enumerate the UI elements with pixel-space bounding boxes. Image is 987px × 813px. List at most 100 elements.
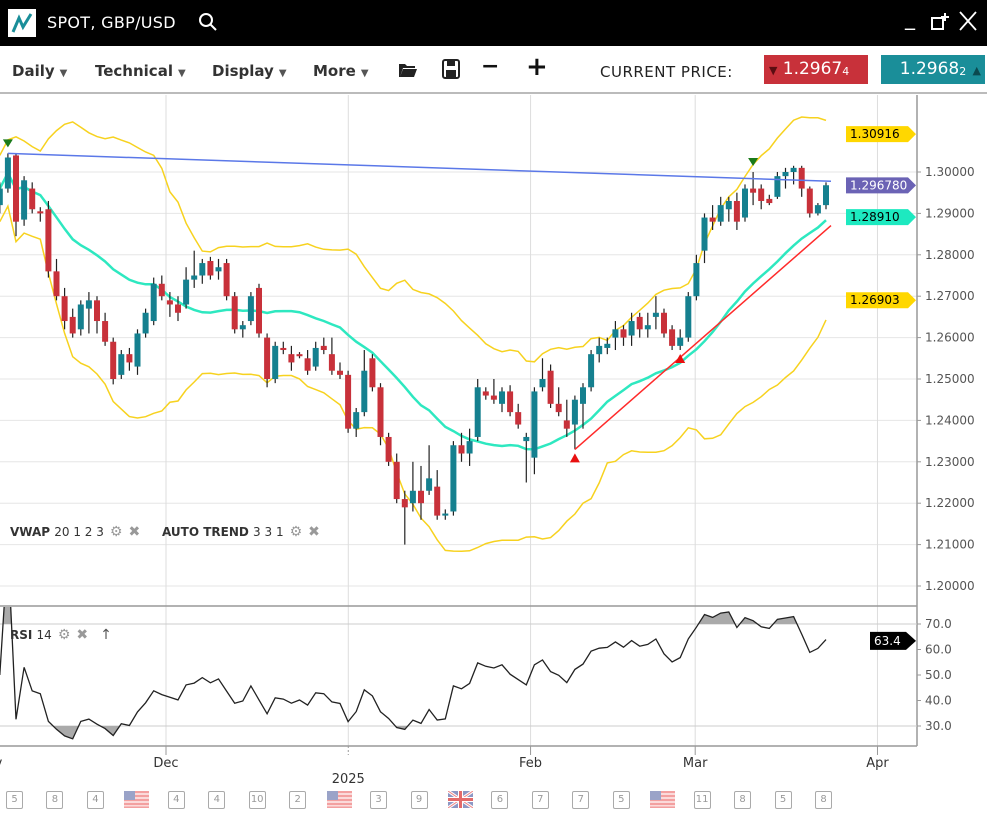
bid-price-button[interactable]: ▼ 1.29674: [764, 55, 868, 84]
calendar-event-icon[interactable]: 8: [734, 791, 752, 809]
ask-price-button[interactable]: ▲ 1.29682: [881, 55, 985, 84]
time-tick-label: Apr: [866, 756, 889, 771]
candle: [733, 192, 740, 230]
candle: [110, 337, 117, 385]
calendar-event-icon[interactable]: 4: [208, 791, 226, 809]
calendar-event-icon[interactable]: 5: [6, 791, 23, 809]
candle: [175, 296, 181, 322]
candle: [661, 308, 667, 338]
close-icon[interactable]: ✖: [128, 524, 141, 540]
save-icon[interactable]: [442, 59, 460, 85]
indicator-params: 14: [36, 628, 52, 642]
candle: [677, 329, 684, 351]
gear-icon[interactable]: ⚙: [289, 524, 303, 540]
candle: [547, 364, 554, 408]
calendar-event-icon[interactable]: 11: [693, 791, 711, 809]
candle-body: [620, 329, 627, 338]
candle: [782, 167, 789, 189]
menu-label: Display: [212, 62, 274, 80]
calendar-event-icon[interactable]: 7: [531, 791, 549, 809]
candle: [604, 337, 611, 355]
more-menu[interactable]: More ▼: [313, 62, 369, 80]
candle: [458, 432, 465, 462]
candle-body: [782, 172, 789, 177]
candle: [490, 379, 497, 404]
calendar-event-icon[interactable]: 3: [370, 791, 388, 809]
arrow-up-icon[interactable]: ↑: [100, 627, 112, 643]
zoom-in-button[interactable]: +: [526, 52, 548, 82]
candle-body: [134, 333, 141, 367]
gear-icon[interactable]: ⚙: [57, 627, 71, 643]
calendar-event-icon[interactable]: 8: [46, 791, 64, 809]
candle: [134, 329, 141, 375]
candle-body: [539, 379, 546, 388]
minimize-icon[interactable]: _: [905, 6, 915, 30]
candle: [669, 325, 676, 351]
candle: [555, 387, 562, 417]
candle-body: [264, 337, 271, 379]
rsi-tick-label: 50.0: [925, 668, 952, 682]
candle: [85, 292, 92, 334]
close-icon[interactable]: ✖: [76, 627, 89, 643]
price-tag-value: 1.28910: [850, 210, 900, 224]
zoom-out-button[interactable]: −: [481, 54, 500, 79]
price-tick-label: 1.20000: [925, 579, 975, 593]
search-icon[interactable]: [198, 12, 218, 37]
price-tag: 1.30916: [846, 126, 916, 143]
candle: [150, 277, 157, 326]
calendar-event-icon[interactable]: 4: [167, 791, 185, 809]
candle: [166, 292, 173, 317]
candle-body: [507, 391, 514, 413]
candle-body: [337, 370, 343, 375]
candle-body: [580, 387, 586, 404]
candle: [337, 362, 343, 379]
us-flag-icon[interactable]: [326, 791, 352, 808]
candle: [247, 292, 254, 326]
candle: [571, 395, 578, 450]
candle: [434, 470, 441, 520]
calendar-event-icon[interactable]: 9: [410, 791, 428, 809]
candle-body: [677, 337, 684, 346]
uk-flag-icon[interactable]: [447, 789, 474, 810]
close-icon[interactable]: [958, 10, 978, 37]
candle-body: [709, 217, 716, 222]
calendar-event-icon[interactable]: 8: [815, 791, 832, 809]
candle: [37, 207, 44, 222]
candle: [418, 465, 424, 520]
candle: [29, 182, 36, 214]
timeframe-menu[interactable]: Daily ▼: [12, 62, 67, 80]
time-tick-label: Dec: [153, 756, 178, 771]
us-flag-icon[interactable]: [124, 791, 150, 808]
candle: [758, 184, 765, 210]
calendar-event-icon[interactable]: 5: [612, 791, 630, 809]
calendar-event-icon[interactable]: 5: [774, 791, 792, 809]
calendar-event-icon[interactable]: 10: [248, 791, 266, 809]
open-folder-icon[interactable]: [398, 60, 418, 85]
calendar-event-icon[interactable]: 7: [572, 791, 590, 809]
calendar-event-icon[interactable]: 2: [289, 791, 307, 809]
display-menu[interactable]: Display ▼: [212, 62, 287, 80]
popout-icon[interactable]: [930, 12, 950, 37]
rsi-tick-label: 70.0: [925, 617, 952, 631]
candle: [94, 296, 100, 334]
technical-menu[interactable]: Technical ▼: [95, 62, 186, 80]
price-tag: 1.296780: [846, 177, 916, 194]
indicator-params: 20 1 2 3: [54, 525, 104, 539]
us-flag-icon[interactable]: [650, 791, 676, 808]
candle-body: [515, 412, 522, 425]
ask-pip: 2: [959, 65, 967, 78]
calendar-event-icon[interactable]: 6: [491, 791, 509, 809]
candle: [328, 337, 335, 375]
calendar-event-icon[interactable]: 4: [86, 791, 104, 809]
candle: [102, 312, 109, 346]
candle-body: [94, 300, 100, 322]
gear-icon[interactable]: ⚙: [109, 524, 123, 540]
candle-body: [175, 304, 181, 313]
window-title: SPOT, GBP/USD: [47, 13, 176, 32]
price-tag-value: 1.26903: [850, 293, 900, 307]
candle-body: [77, 304, 84, 330]
close-icon[interactable]: ✖: [308, 524, 320, 540]
candle-body: [644, 325, 651, 330]
price-chart[interactable]: 1.20000 1.21000 1.22000 1.23000 1.24000 1.250…: [0, 95, 987, 788]
candle: [191, 250, 198, 288]
